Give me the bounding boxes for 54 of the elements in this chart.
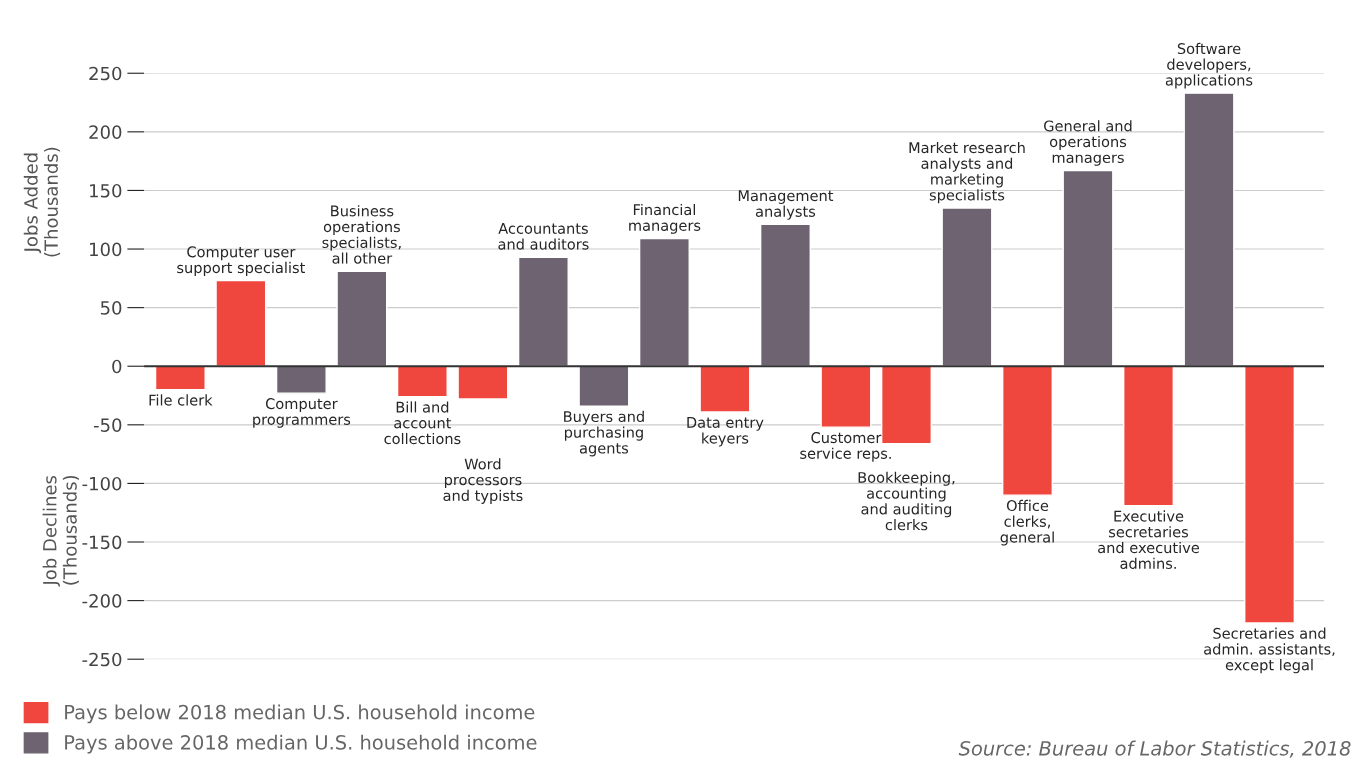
x-tick-label: Data entry keyers: [687, 417, 764, 447]
y-tick-label: 200: [89, 125, 122, 139]
bar: [941, 207, 993, 367]
x-tick-label: Buyers and purchasing agents: [564, 410, 644, 457]
bar: [759, 223, 811, 367]
bar: [215, 279, 267, 367]
x-tick-label: File clerk: [149, 394, 213, 406]
x-tick-label: Business operations specialists, all other: [322, 205, 401, 264]
y-tick-label: -50: [93, 418, 122, 432]
x-tick-label: Bill and account collections: [384, 401, 461, 445]
bar: [275, 365, 327, 394]
bar: [880, 365, 932, 445]
x-tick-label: Market research analysts and marketing specialists: [909, 141, 1025, 204]
source-note: Source: Bureau of Labor Statistics, 2018: [958, 740, 1351, 758]
x-tick-label: General and operations managers: [1044, 120, 1132, 166]
y-tick-label: 0: [112, 359, 122, 374]
y-axis-title: Jobs Added (Thousands): [23, 147, 61, 257]
y-tick-label: 250: [89, 66, 122, 81]
y-tick-label: -100: [82, 476, 122, 491]
x-tick-label: Customer service reps.: [800, 432, 891, 462]
legend-label: Pays above 2018 median U.S. household income: [65, 734, 537, 754]
x-tick-label: Computer programmers: [253, 398, 351, 428]
bar: [820, 365, 872, 428]
y-tick-label: 150: [90, 183, 122, 198]
bar: [1123, 365, 1175, 507]
y-tick-label: 100: [90, 242, 122, 257]
bar: [336, 270, 388, 367]
bar: [1183, 92, 1235, 367]
bar: [517, 256, 569, 367]
x-tick-label: Computer user support specialist: [177, 246, 305, 276]
x-tick-label: Secretaries and admin. assistants, except legal: [1204, 627, 1335, 674]
x-tick-label: Word processors and typists: [443, 458, 523, 504]
legend-label: Pays below 2018 median U.S. household income: [65, 704, 535, 724]
bar: [1001, 365, 1053, 496]
bar: [154, 365, 206, 391]
y-tick-label: 50: [100, 301, 122, 315]
bar: [699, 365, 751, 413]
x-tick-label: Management analysts: [738, 190, 834, 220]
x-tick-label: Financial managers: [629, 203, 701, 234]
x-tick-label: Accountants and auditors: [498, 223, 589, 250]
bar: [1244, 365, 1296, 624]
bar: [638, 237, 690, 367]
bar: [578, 365, 630, 407]
y-tick-label: -200: [82, 594, 122, 608]
text: Job Declines (Thousands): [42, 475, 79, 587]
x-tick-label: Software developers, applications: [1165, 42, 1253, 89]
x-tick-label: Executive secretaries and executive admins.: [1098, 510, 1200, 569]
y-tick-label: -250: [82, 652, 122, 667]
x-tick-label: Office clerks, general: [1000, 499, 1054, 546]
bar: [1062, 169, 1114, 367]
x-tick-label: Bookkeeping, accounting and auditing clerks: [858, 471, 955, 531]
y-tick-label: -150: [82, 535, 122, 550]
bar: [457, 365, 509, 400]
bar: [396, 365, 448, 398]
